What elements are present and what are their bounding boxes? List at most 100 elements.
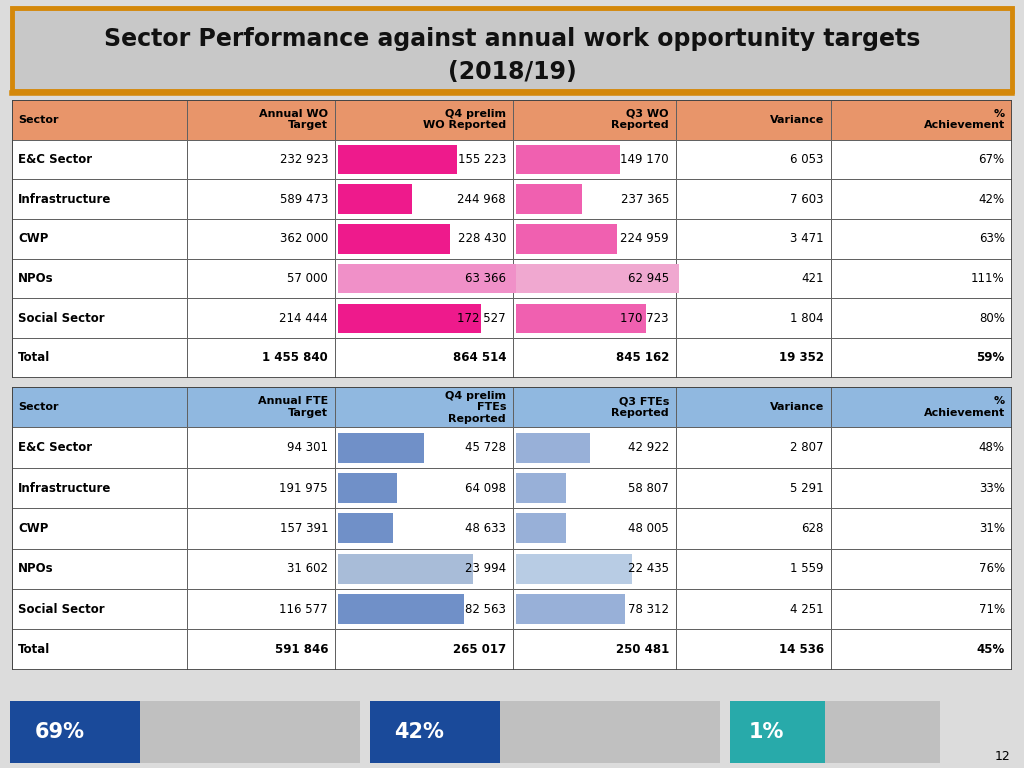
Bar bbox=[187, 589, 335, 629]
Bar bbox=[187, 548, 335, 589]
Bar bbox=[338, 432, 424, 462]
Bar bbox=[338, 473, 397, 503]
Text: 12: 12 bbox=[994, 750, 1010, 763]
Bar bbox=[12, 338, 187, 378]
Text: (2018/19): (2018/19) bbox=[447, 61, 577, 84]
Text: 228 430: 228 430 bbox=[458, 233, 506, 245]
Text: 172 527: 172 527 bbox=[458, 312, 506, 325]
Bar bbox=[676, 468, 830, 508]
Bar bbox=[676, 589, 830, 629]
Bar bbox=[12, 629, 187, 670]
Text: 94 301: 94 301 bbox=[287, 441, 328, 454]
Text: 63 366: 63 366 bbox=[465, 272, 506, 285]
Text: 111%: 111% bbox=[971, 272, 1005, 285]
Bar bbox=[335, 387, 513, 428]
Text: 244 968: 244 968 bbox=[458, 193, 506, 206]
Text: 1%: 1% bbox=[749, 722, 783, 742]
Bar bbox=[830, 589, 1012, 629]
Text: 149 170: 149 170 bbox=[621, 153, 669, 166]
Bar bbox=[830, 299, 1012, 338]
Bar bbox=[335, 140, 513, 179]
Bar bbox=[187, 140, 335, 179]
Text: 57 000: 57 000 bbox=[288, 272, 328, 285]
Bar bbox=[676, 299, 830, 338]
Text: 116 577: 116 577 bbox=[280, 603, 328, 616]
Bar bbox=[516, 184, 582, 214]
Text: 64 098: 64 098 bbox=[465, 482, 506, 495]
Text: 19 352: 19 352 bbox=[779, 352, 824, 365]
Bar bbox=[676, 219, 830, 259]
Text: Total: Total bbox=[18, 352, 50, 365]
Bar bbox=[338, 144, 457, 174]
Text: 23 994: 23 994 bbox=[465, 562, 506, 575]
Bar bbox=[335, 468, 513, 508]
Text: Total: Total bbox=[18, 643, 50, 656]
Text: 2 807: 2 807 bbox=[791, 441, 824, 454]
Bar bbox=[338, 514, 393, 543]
Text: 48 005: 48 005 bbox=[628, 522, 669, 535]
Bar bbox=[335, 259, 513, 299]
Bar bbox=[516, 303, 646, 333]
Bar bbox=[676, 508, 830, 548]
Text: Sector: Sector bbox=[18, 402, 58, 412]
Bar bbox=[830, 428, 1012, 468]
Bar bbox=[335, 100, 513, 140]
Text: Q4 prelim
WO Reported: Q4 prelim WO Reported bbox=[423, 109, 506, 131]
Text: 76%: 76% bbox=[979, 562, 1005, 575]
Bar bbox=[187, 428, 335, 468]
Text: Annual WO
Target: Annual WO Target bbox=[259, 109, 328, 131]
Bar bbox=[516, 473, 566, 503]
Bar bbox=[338, 184, 412, 214]
Bar bbox=[513, 629, 676, 670]
Text: CWP: CWP bbox=[18, 233, 49, 245]
Bar bbox=[335, 629, 513, 670]
Text: 7 603: 7 603 bbox=[791, 193, 824, 206]
Text: Sector: Sector bbox=[18, 114, 58, 124]
Text: 232 923: 232 923 bbox=[280, 153, 328, 166]
Bar bbox=[513, 468, 676, 508]
Bar bbox=[676, 140, 830, 179]
Text: 31 602: 31 602 bbox=[287, 562, 328, 575]
Text: Social Sector: Social Sector bbox=[18, 312, 104, 325]
Text: 69%: 69% bbox=[35, 722, 84, 742]
Text: 155 223: 155 223 bbox=[458, 153, 506, 166]
Bar bbox=[338, 303, 481, 333]
Text: 62 945: 62 945 bbox=[628, 272, 669, 285]
Bar bbox=[516, 514, 565, 543]
Text: 224 959: 224 959 bbox=[621, 233, 669, 245]
Text: 31%: 31% bbox=[979, 522, 1005, 535]
Text: 421: 421 bbox=[802, 272, 824, 285]
Text: 170 723: 170 723 bbox=[621, 312, 669, 325]
Text: 265 017: 265 017 bbox=[453, 643, 506, 656]
Text: Annual FTE
Target: Annual FTE Target bbox=[258, 396, 328, 418]
Bar bbox=[830, 508, 1012, 548]
Bar bbox=[676, 179, 830, 219]
Text: 33%: 33% bbox=[979, 482, 1005, 495]
Text: 82 563: 82 563 bbox=[465, 603, 506, 616]
Bar bbox=[830, 140, 1012, 179]
Text: E&C Sector: E&C Sector bbox=[18, 441, 92, 454]
Bar bbox=[513, 589, 676, 629]
Text: 628: 628 bbox=[802, 522, 824, 535]
Bar bbox=[187, 259, 335, 299]
Text: Infrastructure: Infrastructure bbox=[18, 193, 112, 206]
Bar bbox=[10, 700, 140, 763]
Bar bbox=[830, 219, 1012, 259]
Bar bbox=[516, 594, 626, 624]
Bar bbox=[370, 700, 720, 763]
Bar bbox=[335, 548, 513, 589]
Bar bbox=[516, 554, 632, 584]
Bar bbox=[730, 700, 940, 763]
Bar bbox=[730, 700, 825, 763]
Bar bbox=[513, 387, 676, 428]
Bar bbox=[516, 432, 590, 462]
Text: 45 728: 45 728 bbox=[465, 441, 506, 454]
Bar bbox=[513, 548, 676, 589]
Bar bbox=[338, 554, 473, 584]
Text: 589 473: 589 473 bbox=[280, 193, 328, 206]
Text: 845 162: 845 162 bbox=[615, 352, 669, 365]
Bar bbox=[187, 387, 335, 428]
Bar bbox=[830, 548, 1012, 589]
Text: 63%: 63% bbox=[979, 233, 1005, 245]
Bar bbox=[513, 259, 676, 299]
